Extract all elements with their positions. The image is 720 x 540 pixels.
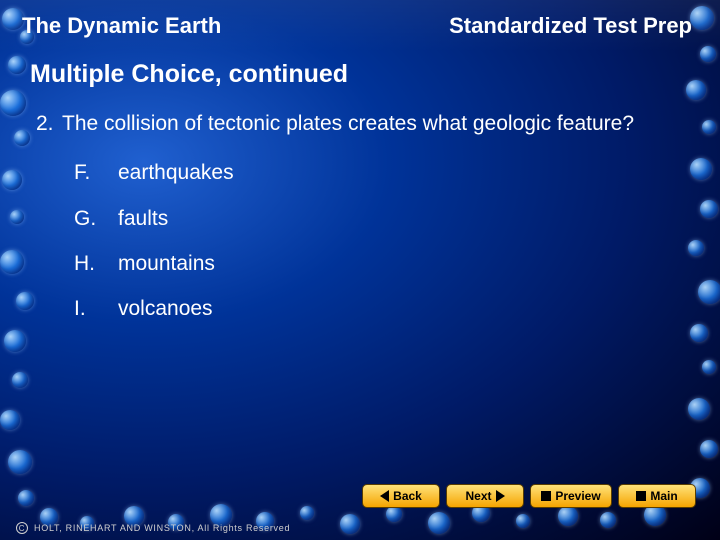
choice-item[interactable]: G.faults [74, 205, 660, 232]
back-arrow-icon [380, 490, 389, 502]
choice-letter: I. [74, 295, 118, 322]
bubble-icon [14, 130, 30, 146]
back-label: Back [393, 489, 422, 503]
bubble-icon [8, 450, 32, 474]
next-arrow-icon [496, 490, 505, 502]
choice-text: faults [118, 205, 168, 232]
bubble-icon [8, 56, 26, 74]
bubble-icon [300, 506, 314, 520]
bubble-icon [702, 120, 716, 134]
content: 2. The collision of tectonic plates crea… [36, 110, 660, 340]
bubble-icon [0, 90, 26, 116]
preview-icon [541, 491, 551, 501]
chapter-title: The Dynamic Earth [22, 13, 221, 39]
choice-letter: F. [74, 159, 118, 186]
main-icon [636, 491, 646, 501]
bubble-icon [10, 210, 24, 224]
copyright-footer: C HOLT, RINEHART AND WINSTON, All Rights… [16, 522, 290, 534]
choice-item[interactable]: H.mountains [74, 250, 660, 277]
bubble-icon [688, 240, 704, 256]
bubble-icon [4, 330, 26, 352]
copyright-icon: C [16, 522, 28, 534]
choice-letter: G. [74, 205, 118, 232]
choice-list: F.earthquakesG.faultsH.mountainsI.volcan… [74, 159, 660, 322]
header: The Dynamic Earth Standardized Test Prep [0, 0, 720, 52]
bubble-icon [700, 440, 718, 458]
bubble-icon [0, 250, 24, 274]
bubble-icon [690, 158, 712, 180]
next-label: Next [465, 489, 491, 503]
bubble-icon [688, 398, 710, 420]
choice-text: mountains [118, 250, 215, 277]
bubble-icon [340, 514, 360, 534]
bubble-icon [698, 280, 720, 304]
main-button[interactable]: Main [618, 484, 696, 508]
bubble-icon [386, 506, 402, 522]
bubble-icon [558, 506, 578, 526]
bubble-icon [516, 514, 530, 528]
bubble-icon [428, 512, 450, 534]
choice-text: volcanoes [118, 295, 213, 322]
choice-item[interactable]: F.earthquakes [74, 159, 660, 186]
question: 2. The collision of tectonic plates crea… [36, 110, 660, 137]
copyright-text: HOLT, RINEHART AND WINSTON, All Rights R… [34, 523, 290, 533]
back-button[interactable]: Back [362, 484, 440, 508]
preview-button[interactable]: Preview [530, 484, 612, 508]
question-text: The collision of tectonic plates creates… [62, 110, 660, 137]
choice-letter: H. [74, 250, 118, 277]
main-label: Main [650, 489, 677, 503]
bubble-icon [16, 292, 34, 310]
bubble-icon [12, 372, 28, 388]
bubble-icon [700, 200, 718, 218]
bubble-icon [2, 170, 22, 190]
slide: The Dynamic Earth Standardized Test Prep… [0, 0, 720, 540]
section-title: Standardized Test Prep [449, 13, 692, 39]
bubble-icon [0, 410, 20, 430]
next-button[interactable]: Next [446, 484, 524, 508]
bubble-icon [702, 360, 716, 374]
bubble-icon [690, 324, 708, 342]
page-subtitle: Multiple Choice, continued [30, 60, 348, 89]
bubble-icon [686, 80, 706, 100]
choice-item[interactable]: I.volcanoes [74, 295, 660, 322]
bubble-icon [18, 490, 34, 506]
preview-label: Preview [555, 489, 600, 503]
nav-bar: Back Next Preview Main [362, 484, 696, 508]
choice-text: earthquakes [118, 159, 234, 186]
question-number: 2. [36, 110, 62, 137]
bubble-icon [600, 512, 616, 528]
